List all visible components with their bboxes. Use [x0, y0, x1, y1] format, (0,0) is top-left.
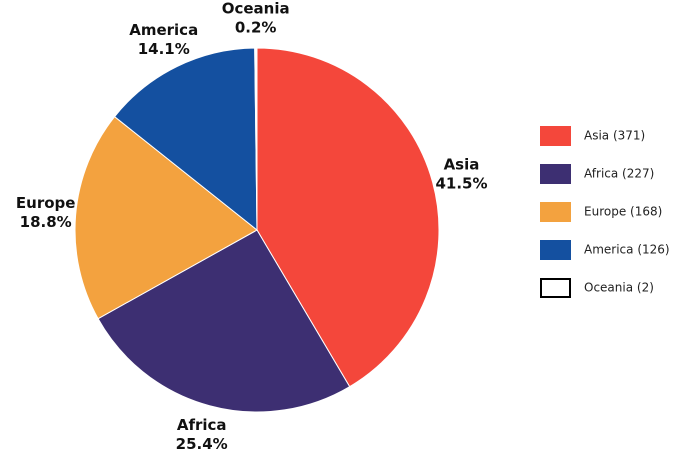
legend-label: America (126)	[584, 243, 670, 257]
slice-label: Africa	[177, 416, 227, 434]
legend-swatch	[540, 278, 571, 298]
legend-label: Europe (168)	[584, 205, 662, 219]
slice-value-label: 25.4%	[176, 435, 228, 453]
slice-label: Europe	[16, 194, 76, 212]
legend-swatch	[540, 202, 571, 222]
legend-swatch	[540, 240, 571, 260]
pie-slice	[254, 47, 258, 231]
legend-label: Africa (227)	[584, 167, 654, 181]
slice-value-label: 0.2%	[235, 19, 277, 37]
pie-slice	[256, 47, 440, 388]
legend-swatch	[540, 126, 571, 146]
slice-value-label: 41.5%	[435, 175, 487, 193]
slice-label: Asia	[444, 156, 480, 174]
pie-slice	[97, 229, 351, 413]
pie-slice	[74, 115, 258, 320]
legend-label: Oceania (2)	[584, 281, 654, 295]
slice-value-label: 14.1%	[138, 40, 190, 58]
slice-value-label: 18.8%	[20, 213, 72, 231]
legend-label: Asia (371)	[584, 129, 645, 143]
slice-label: Oceania	[222, 0, 290, 18]
slice-label: America	[129, 21, 198, 39]
pie-slice	[113, 47, 258, 232]
legend-swatch	[540, 164, 571, 184]
